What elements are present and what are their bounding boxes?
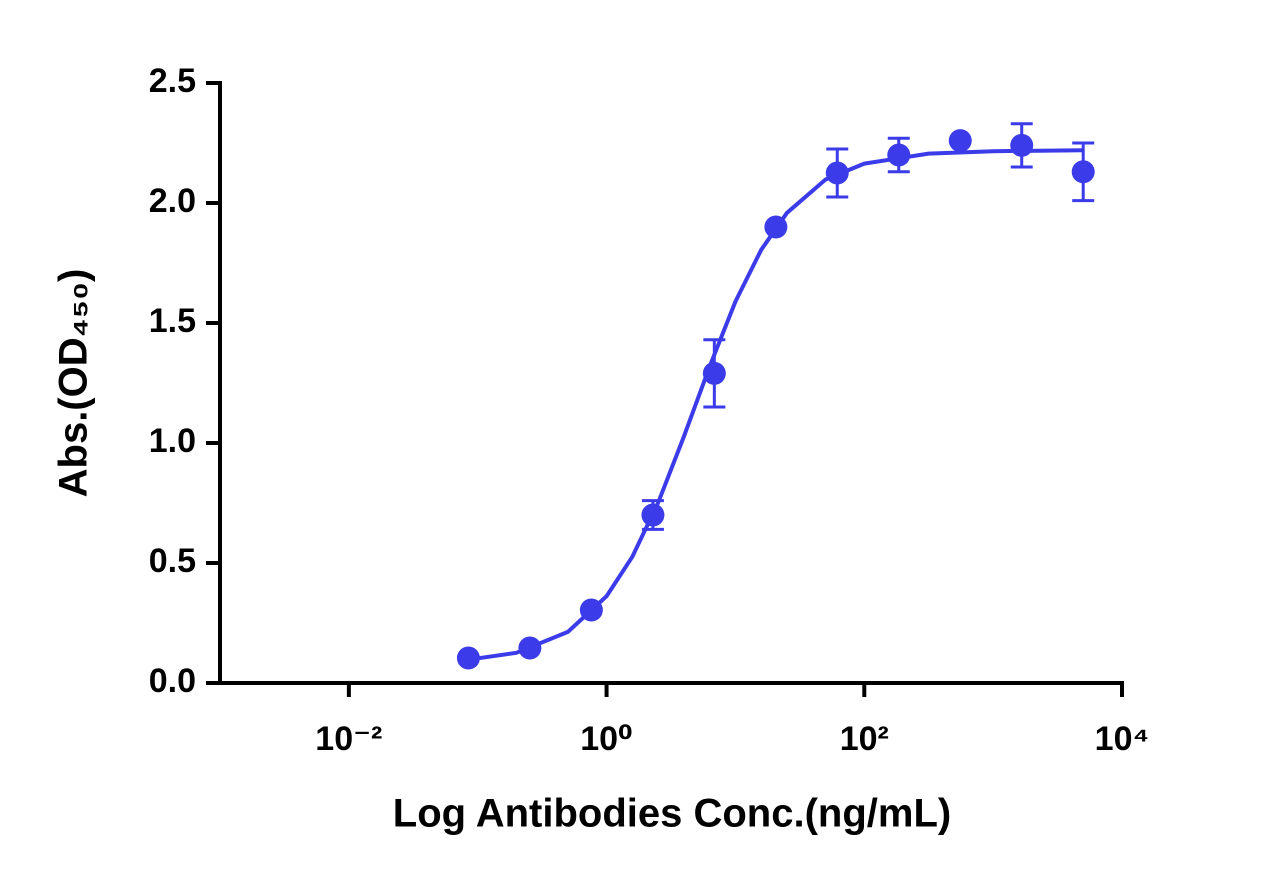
x-tick-label: 10⁰	[580, 720, 633, 758]
data-point	[1010, 133, 1034, 157]
data-point	[456, 646, 480, 670]
y-tick-label: 1.5	[149, 302, 196, 340]
y-axis-title: Abs.(OD₄₅₀)	[52, 269, 96, 498]
x-tick-label: 10⁻²	[315, 720, 382, 758]
data-point	[764, 215, 788, 239]
data-point	[887, 143, 911, 167]
data-point	[518, 636, 542, 660]
data-point	[825, 161, 849, 185]
data-point	[641, 503, 665, 527]
y-tick-label: 0.0	[149, 662, 196, 700]
x-axis-title: Log Antibodies Conc.(ng/mL)	[393, 792, 951, 836]
y-tick-label: 0.5	[149, 542, 196, 580]
data-point	[579, 598, 603, 622]
x-tick-label: 10⁴	[1095, 720, 1150, 758]
data-point	[948, 129, 972, 153]
x-tick-label: 10²	[840, 720, 889, 758]
y-tick-label: 1.0	[149, 422, 196, 460]
data-point	[1071, 160, 1095, 184]
y-tick-label: 2.5	[149, 62, 196, 100]
y-tick-label: 2.0	[149, 182, 196, 220]
data-point	[702, 361, 726, 385]
